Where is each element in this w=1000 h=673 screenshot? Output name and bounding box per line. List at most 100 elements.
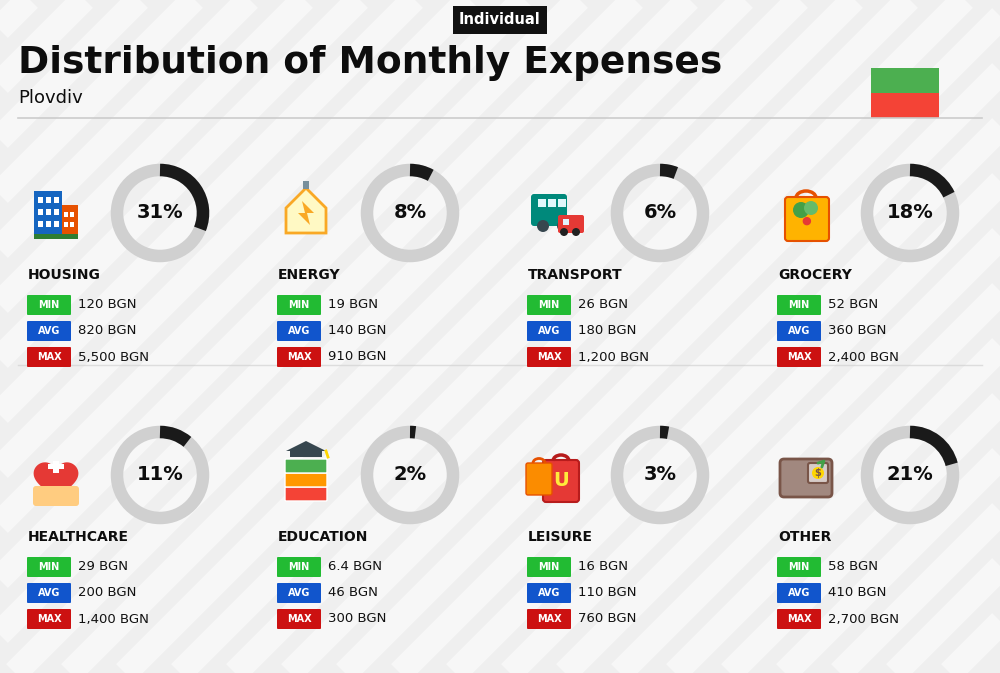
FancyBboxPatch shape <box>527 609 571 629</box>
Text: OTHER: OTHER <box>778 530 831 544</box>
FancyBboxPatch shape <box>277 609 321 629</box>
FancyBboxPatch shape <box>527 321 571 341</box>
FancyBboxPatch shape <box>27 321 71 341</box>
FancyBboxPatch shape <box>777 321 821 341</box>
Text: 18%: 18% <box>887 203 933 223</box>
FancyBboxPatch shape <box>285 459 327 473</box>
Bar <box>62 205 78 235</box>
FancyBboxPatch shape <box>808 463 828 483</box>
FancyBboxPatch shape <box>777 609 821 629</box>
FancyBboxPatch shape <box>277 583 321 603</box>
FancyBboxPatch shape <box>285 487 327 501</box>
FancyBboxPatch shape <box>777 347 821 367</box>
Text: AVG: AVG <box>788 326 810 336</box>
Bar <box>538 199 546 207</box>
Bar <box>64 212 68 217</box>
Circle shape <box>793 202 809 218</box>
FancyBboxPatch shape <box>527 295 571 315</box>
Text: Individual: Individual <box>459 13 541 28</box>
Text: 52 BGN: 52 BGN <box>828 299 878 312</box>
FancyBboxPatch shape <box>277 295 321 315</box>
Text: MAX: MAX <box>787 352 811 362</box>
Text: 6%: 6% <box>643 203 677 223</box>
Text: AVG: AVG <box>538 588 560 598</box>
Bar <box>871 93 939 118</box>
Text: 6.4 BGN: 6.4 BGN <box>328 561 382 573</box>
Circle shape <box>560 228 568 236</box>
Text: MAX: MAX <box>37 614 61 624</box>
Text: 3%: 3% <box>644 466 676 485</box>
Text: 120 BGN: 120 BGN <box>78 299 136 312</box>
Bar <box>70 222 74 227</box>
Text: MAX: MAX <box>37 352 61 362</box>
Text: AVG: AVG <box>288 326 310 336</box>
FancyBboxPatch shape <box>526 463 552 495</box>
Text: EDUCATION: EDUCATION <box>278 530 368 544</box>
Text: AVG: AVG <box>538 326 560 336</box>
FancyBboxPatch shape <box>558 215 584 233</box>
FancyBboxPatch shape <box>527 347 571 367</box>
Text: Distribution of Monthly Expenses: Distribution of Monthly Expenses <box>18 45 722 81</box>
FancyBboxPatch shape <box>543 460 579 502</box>
FancyBboxPatch shape <box>531 194 567 226</box>
FancyBboxPatch shape <box>777 295 821 315</box>
Bar <box>53 461 59 473</box>
FancyBboxPatch shape <box>277 557 321 577</box>
Bar <box>871 68 939 93</box>
Bar <box>46 221 51 227</box>
Text: U: U <box>553 470 569 489</box>
Bar <box>38 221 43 227</box>
Text: MIN: MIN <box>788 300 810 310</box>
Text: MIN: MIN <box>538 300 560 310</box>
Text: 1,200 BGN: 1,200 BGN <box>578 351 649 363</box>
Text: MIN: MIN <box>788 562 810 572</box>
Polygon shape <box>298 201 314 225</box>
Polygon shape <box>286 441 326 451</box>
Text: 19 BGN: 19 BGN <box>328 299 378 312</box>
Bar <box>38 209 43 215</box>
Text: Plovdiv: Plovdiv <box>18 89 83 107</box>
FancyBboxPatch shape <box>527 583 571 603</box>
Text: 200 BGN: 200 BGN <box>78 586 136 600</box>
Bar <box>558 199 566 207</box>
Circle shape <box>557 220 569 232</box>
Bar <box>290 451 322 457</box>
Text: 16 BGN: 16 BGN <box>578 561 628 573</box>
Bar <box>548 199 556 207</box>
FancyBboxPatch shape <box>277 347 321 367</box>
Bar <box>70 212 74 217</box>
Text: TRANSPORT: TRANSPORT <box>528 268 623 282</box>
Bar <box>48 464 64 469</box>
Polygon shape <box>34 462 78 503</box>
FancyBboxPatch shape <box>27 557 71 577</box>
Text: AVG: AVG <box>288 588 310 598</box>
Circle shape <box>812 467 824 479</box>
Text: MIN: MIN <box>38 562 60 572</box>
Text: 820 BGN: 820 BGN <box>78 324 136 337</box>
Text: 2%: 2% <box>393 466 427 485</box>
Text: 140 BGN: 140 BGN <box>328 324 386 337</box>
Text: 910 BGN: 910 BGN <box>328 351 386 363</box>
Polygon shape <box>286 188 326 233</box>
Bar <box>64 222 68 227</box>
Bar <box>34 234 78 239</box>
Text: 2,400 BGN: 2,400 BGN <box>828 351 899 363</box>
Bar <box>54 221 59 227</box>
Text: 1,400 BGN: 1,400 BGN <box>78 612 149 625</box>
Bar <box>54 209 59 215</box>
Text: HOUSING: HOUSING <box>28 268 101 282</box>
Text: 11%: 11% <box>137 466 183 485</box>
Text: 300 BGN: 300 BGN <box>328 612 386 625</box>
FancyBboxPatch shape <box>277 321 321 341</box>
Text: 8%: 8% <box>393 203 427 223</box>
FancyBboxPatch shape <box>527 557 571 577</box>
Text: 180 BGN: 180 BGN <box>578 324 636 337</box>
Circle shape <box>537 220 549 232</box>
Text: 21%: 21% <box>887 466 933 485</box>
Text: 46 BGN: 46 BGN <box>328 586 378 600</box>
Text: MAX: MAX <box>537 614 561 624</box>
Text: GROCERY: GROCERY <box>778 268 852 282</box>
Bar <box>303 181 309 189</box>
FancyBboxPatch shape <box>27 583 71 603</box>
Text: MAX: MAX <box>287 352 311 362</box>
